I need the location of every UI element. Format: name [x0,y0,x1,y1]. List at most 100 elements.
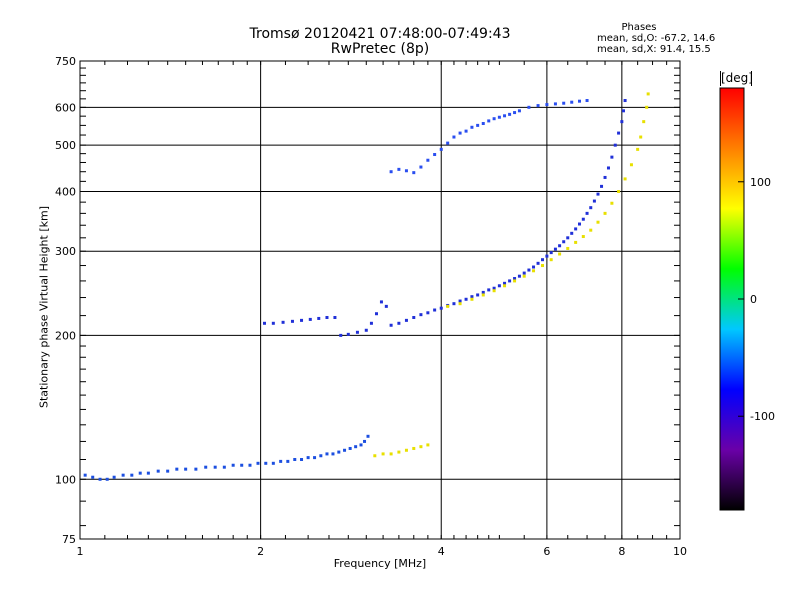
data-point [156,469,160,473]
x-axis-label: Frequency [MHz] [333,557,427,570]
data-point [138,471,142,475]
colorbar: 100 0 -100 [719,87,775,511]
data-point [623,177,627,181]
data-point [585,211,589,215]
data-point [600,184,604,188]
data-point [621,109,625,113]
data-point [581,217,585,221]
data-point [481,122,485,126]
data-point [603,211,607,215]
data-point [446,304,450,308]
data-point [517,109,521,113]
y-tick-label: 750 [55,55,76,68]
data-point [426,443,430,447]
data-point [549,251,553,255]
data-point [549,258,553,262]
data-point [426,311,430,315]
data-point [112,475,116,479]
data-point [558,252,562,256]
data-point [333,315,337,319]
y-tick-label: 600 [55,101,76,114]
data-point [503,284,507,288]
data-point [271,461,275,465]
data-point [300,318,304,322]
data-point [439,306,443,310]
data-point [363,439,367,443]
data-point [617,189,621,193]
x-tick-label: 10 [673,545,687,558]
data-point [130,473,134,477]
data-point [464,129,468,133]
data-point [404,169,408,173]
data-point [541,258,545,262]
data-point [610,201,614,205]
data-point [98,477,102,481]
data-point [636,147,640,151]
data-point [545,254,549,258]
data-point [426,158,430,162]
data-point [319,454,323,458]
grid [80,61,680,539]
data-point [589,206,593,210]
data-point [513,279,517,283]
data-point [262,321,266,325]
data-point [476,293,480,297]
data-point [337,450,341,454]
data-point [384,304,388,308]
data-point [412,315,416,319]
data-point [458,302,462,306]
data-point [589,228,593,232]
data-point [231,463,235,467]
data-point [313,456,317,460]
phases-o-stats: mean, sd,O: -67.2, 14.6 [597,33,716,44]
data-point [581,235,585,239]
data-points [83,92,650,481]
data-point [281,320,285,324]
data-point [578,222,582,226]
data-point [419,445,423,449]
chart-title: Tromsø 20120421 07:48:00-07:49:43 [249,26,511,42]
data-point [566,246,570,250]
data-point [508,279,512,283]
data-point [470,125,474,129]
data-point [592,199,596,203]
data-point [639,135,643,139]
data-point [536,261,540,265]
data-point [286,459,290,463]
data-point [213,465,217,469]
data-point [522,271,526,275]
phases-x-stats: mean, sd,X: 91.4, 15.5 [597,44,711,55]
data-point [541,264,545,268]
data-point [354,445,358,449]
data-point [470,295,474,299]
data-point [570,100,574,104]
x-tick-label: 1 [77,545,84,558]
data-point [331,452,335,456]
data-point [300,457,304,461]
data-point [481,290,485,294]
data-point [308,317,312,321]
y-tick-label: 100 [55,473,76,486]
data-point [481,293,485,297]
data-point [566,236,570,240]
data-point [389,170,393,174]
data-point [642,120,646,124]
data-point [279,459,283,463]
x-tick-label: 2 [257,545,264,558]
data-point [497,284,501,288]
data-point [146,471,150,475]
data-point [492,289,496,293]
colorbar-unit: [deg] [720,71,753,86]
data-point [240,463,244,467]
data-point [562,240,566,244]
data-point [620,120,624,124]
data-point [325,452,329,456]
x-tick-label: 6 [543,545,550,558]
data-point [346,332,350,336]
data-point [348,446,352,450]
colorbar-tick-label: 100 [750,176,771,189]
data-point [355,330,359,334]
data-point [470,297,474,301]
phases-header: Phases [621,22,657,33]
data-point [222,465,226,469]
